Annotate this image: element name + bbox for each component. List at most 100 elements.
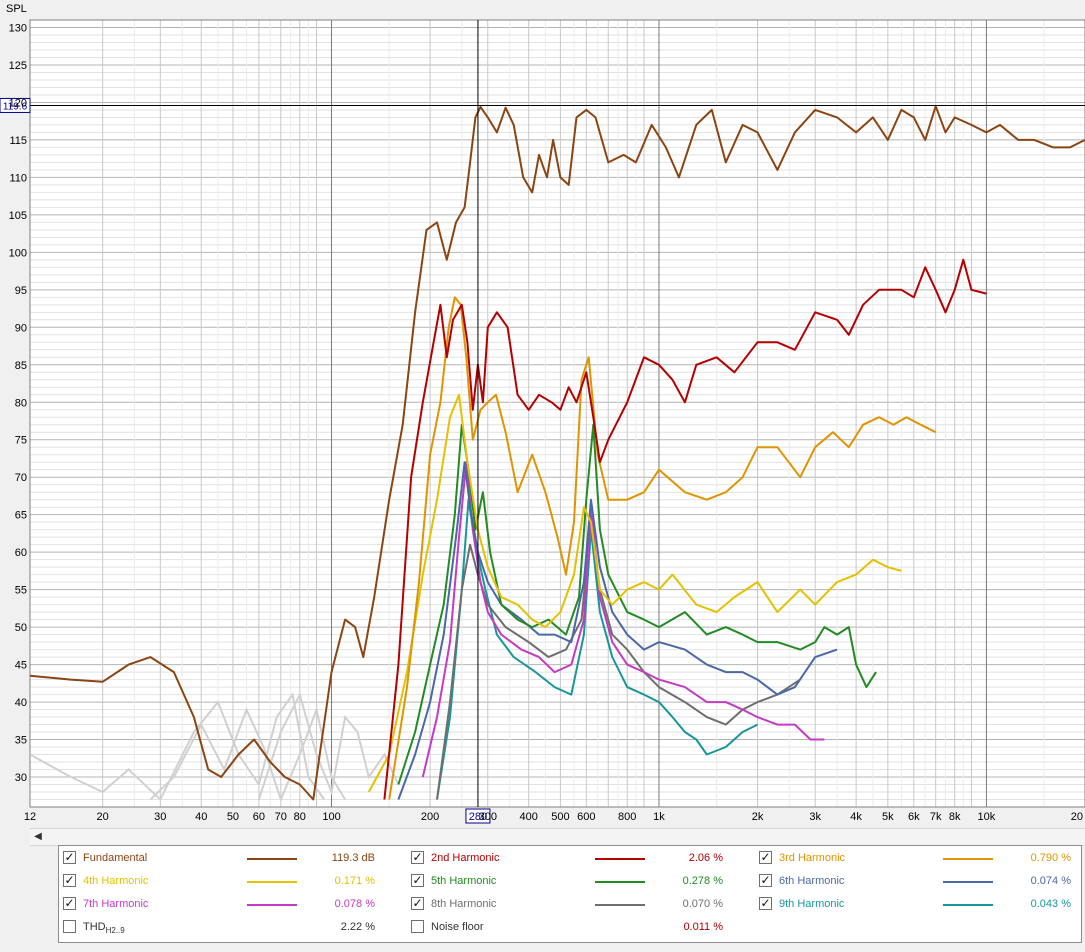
x-tick-label: 600 [577, 811, 595, 823]
cursor-x-readout-box [465, 808, 491, 824]
scroll-left-arrow-icon[interactable]: ◀ [34, 831, 42, 842]
y-tick-label: 30 [15, 772, 27, 784]
thd-label: THD [83, 921, 106, 933]
y-tick-label: 110 [9, 172, 27, 184]
legend-label: THDH2..9 [83, 921, 125, 935]
legend-label: 5th Harmonic [431, 875, 497, 887]
legend-value: 0.078 % [334, 898, 375, 910]
legend-item-9th-harmonic: ✓ 9th Harmonic 0.043 % [755, 894, 1080, 914]
x-tick-label: 10k [978, 811, 996, 823]
x-tick-label: 100 [322, 811, 340, 823]
legend-value: 0.011 % [683, 921, 723, 933]
horizontal-scrollbar[interactable]: ◀ [30, 828, 1085, 846]
legend-item-8th-harmonic: ✓ 8th Harmonic 0.070 % [407, 894, 747, 914]
x-tick-label: 8k [949, 811, 961, 823]
legend-checkbox[interactable]: ✓ [411, 896, 424, 910]
legend-checkbox[interactable] [63, 920, 76, 933]
legend-value: 0.074 % [1030, 875, 1071, 887]
legend-swatch [247, 881, 297, 883]
ghost-trace [149, 706, 346, 803]
harmonic-distortion-chart[interactable]: 119.6 280 30 35 40 45 50 55 60 65 70 75 80 85 90 95 100… [0, 0, 1085, 828]
legend-swatch [595, 858, 645, 860]
x-tick-label: 50 [227, 811, 239, 823]
y-tick-label: 55 [15, 585, 27, 597]
ghost-trace [30, 692, 326, 802]
legend-checkbox[interactable]: ✓ [759, 896, 772, 910]
legend-value: 0.171 % [334, 875, 375, 887]
x-tick-label: 3k [809, 811, 821, 823]
y-tick-label: 50 [15, 622, 27, 634]
legend-label: 2nd Harmonic [431, 852, 500, 864]
legend-swatch [595, 904, 645, 906]
series-6th-harmonic[interactable] [397, 461, 838, 800]
x-tick-label: 12 [24, 811, 36, 823]
plot-area[interactable] [30, 20, 1085, 807]
legend-item-fundamental: ✓ Fundamental 119.3 dB [59, 848, 399, 868]
y-tick-label: 95 [15, 285, 27, 297]
legend-item-noise-floor: Noise floor 0.011 % [407, 917, 747, 937]
series-2nd-harmonic[interactable] [383, 258, 987, 800]
x-tick-label: 2k [752, 811, 764, 823]
x-tick-label: 7k [930, 811, 942, 823]
legend-label: 7th Harmonic [83, 898, 149, 910]
legend-swatch [943, 904, 993, 906]
cursor-x-readout: 280 [469, 811, 487, 823]
x-tick-label: 40 [195, 811, 207, 823]
legend-item-4th-harmonic: ✓ 4th Harmonic 0.171 % [59, 871, 399, 891]
cursor-y-readout: 119.6 [3, 101, 28, 112]
y-tick-label: 35 [15, 735, 27, 747]
legend-checkbox[interactable]: ✓ [411, 850, 424, 864]
y-tick-label: 45 [15, 660, 27, 672]
legend-checkbox[interactable] [411, 920, 424, 933]
cursor-y-readout-box [0, 97, 31, 113]
legend-swatch [595, 881, 645, 883]
x-tick-label: 5k [882, 811, 894, 823]
legend-item-5th-harmonic: ✓ 5th Harmonic 0.278 % [407, 871, 747, 891]
x-tick-label: 70 [275, 811, 287, 823]
legend-checkbox[interactable]: ✓ [411, 873, 424, 887]
y-tick-label: 130 [9, 22, 27, 34]
y-tick-label: 85 [15, 360, 27, 372]
x-tick-label: 80 [294, 811, 306, 823]
grid [29, 19, 1085, 808]
legend-checkbox[interactable]: ✓ [759, 873, 772, 887]
legend-panel: ✓ Fundamental 119.3 dB ✓ 2nd Harmonic 2.… [58, 845, 1082, 943]
thd-subscript: H2..9 [105, 926, 125, 936]
x-tick-label: 20 [1071, 811, 1083, 823]
legend-value: 0.278 % [682, 875, 723, 887]
y-tick-label: 40 [15, 697, 27, 709]
cursor: 119.6 280 [0, 20, 1085, 824]
x-tick-label: 1k [653, 811, 665, 823]
legend-value: 0.043 % [1030, 898, 1071, 910]
legend-checkbox[interactable]: ✓ [63, 896, 76, 910]
legend-value: 2.06 % [688, 852, 723, 864]
legend-value: 119.3 dB [331, 852, 375, 864]
legend-checkbox[interactable]: ✓ [759, 850, 772, 864]
legend-label: 9th Harmonic [779, 898, 845, 910]
legend-item-3rd-harmonic: ✓ 3rd Harmonic 0.790 % [755, 848, 1080, 868]
y-tick-label: 80 [15, 397, 27, 409]
legend-swatch [943, 858, 993, 860]
y-tick-label: 90 [15, 322, 27, 334]
x-tick-label: 500 [551, 811, 569, 823]
legend-value: 2.22 % [340, 921, 375, 933]
legend-swatch [247, 858, 297, 860]
ghost-trace [257, 691, 400, 800]
y-tick-label: 125 [9, 60, 27, 72]
series-4th-harmonic[interactable] [367, 393, 902, 793]
legend-checkbox[interactable]: ✓ [63, 850, 76, 864]
legend-label: 6th Harmonic [779, 875, 845, 887]
legend-item-7th-harmonic: ✓ 7th Harmonic 0.078 % [59, 894, 399, 914]
y-tick-label: 70 [15, 472, 27, 484]
series-fundamental[interactable] [30, 105, 1085, 801]
legend-value: 0.070 % [682, 898, 723, 910]
x-tick-label: 60 [253, 811, 265, 823]
legend-label: 4th Harmonic [83, 875, 149, 887]
legend-label: Fundamental [83, 852, 148, 864]
legend-value: 0.790 % [1030, 852, 1071, 864]
y-tick-label: 60 [15, 547, 27, 559]
legend-swatch [943, 881, 993, 883]
x-tick-label: 20 [97, 811, 109, 823]
legend-checkbox[interactable]: ✓ [63, 873, 76, 887]
y-axis-ticks: 30 35 40 45 50 55 60 65 70 75 80 85 90 95 100 105 110 115… [9, 22, 27, 784]
